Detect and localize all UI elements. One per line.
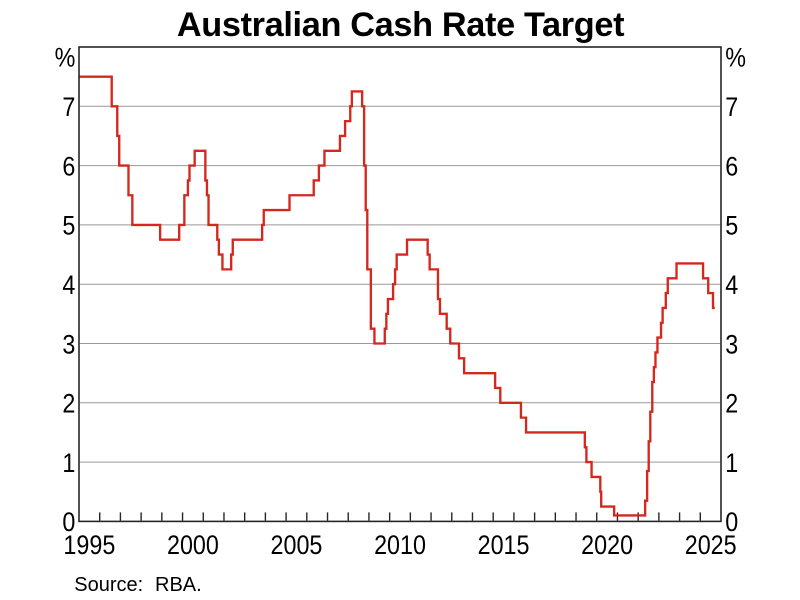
svg-text:%: % — [725, 43, 746, 73]
svg-text:3: 3 — [725, 330, 738, 360]
svg-text:2020: 2020 — [581, 531, 633, 561]
svg-text:2025: 2025 — [685, 531, 737, 561]
svg-text:3: 3 — [62, 330, 75, 360]
svg-text:2015: 2015 — [478, 531, 530, 561]
svg-text:RBA.: RBA. — [155, 574, 202, 596]
svg-text:7: 7 — [725, 93, 738, 123]
svg-text:2: 2 — [725, 389, 738, 419]
svg-text:6: 6 — [725, 152, 738, 182]
svg-text:2: 2 — [62, 389, 75, 419]
svg-text:4: 4 — [62, 271, 75, 301]
svg-text:5: 5 — [725, 211, 738, 241]
svg-text:1: 1 — [62, 449, 75, 479]
svg-text:1995: 1995 — [63, 531, 115, 561]
svg-text:2005: 2005 — [271, 531, 323, 561]
svg-text:Source:: Source: — [74, 574, 143, 596]
svg-text:5: 5 — [62, 211, 75, 241]
svg-text:1: 1 — [725, 449, 738, 479]
svg-text:6: 6 — [62, 152, 75, 182]
svg-text:0: 0 — [62, 508, 75, 538]
svg-text:0: 0 — [725, 508, 738, 538]
svg-text:7: 7 — [62, 93, 75, 123]
svg-text:2010: 2010 — [374, 531, 426, 561]
svg-text:2000: 2000 — [167, 531, 219, 561]
svg-text:Australian Cash Rate Target: Australian Cash Rate Target — [177, 6, 624, 44]
svg-text:4: 4 — [725, 271, 738, 301]
svg-text:%: % — [55, 43, 76, 73]
